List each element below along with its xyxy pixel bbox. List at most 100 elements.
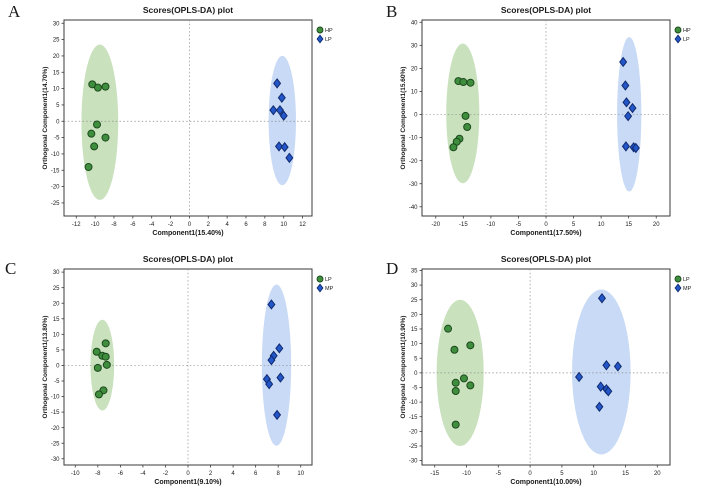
y-tick-label: -10 (51, 395, 60, 401)
y-tick-label: 0 (56, 364, 60, 370)
data-point-mp (596, 381, 605, 392)
y-tick-label: -15 (51, 410, 60, 416)
x-tick-label: -20 (431, 222, 440, 228)
data-point-lp (621, 141, 630, 152)
chart-title: Scores(OPLS-DA) plot (143, 5, 233, 15)
x-tick-label: -10 (91, 222, 100, 228)
data-point-hp (93, 83, 102, 92)
y-tick-label: 30 (411, 43, 418, 49)
data-point-hp (84, 163, 93, 171)
chart-title: Scores(OPLS-DA) plot (501, 254, 591, 264)
panel-label: C (5, 259, 17, 278)
y-axis-label: Orthogonal Component1(10.90%) (400, 316, 407, 419)
oplsda-plot-D: -15 -10 -5 0 5 10 15 20 35 30 25 20 15 10 5 0 -5 -10 -15 -2… (400, 254, 692, 486)
x-tick-label: -5 (496, 471, 502, 477)
data-point-lp (619, 56, 628, 68)
data-point-hp (466, 78, 475, 87)
panel-A: A -12 -10 -8 -6 -4 -2 0 2 4 6 8 10 12 30 25 20 15 10 5 0 -5-… (0, 0, 357, 250)
y-tick-label: -5 (54, 136, 60, 142)
data-point-lp (628, 102, 637, 114)
y-tick-label: 10 (411, 342, 418, 348)
x-tick-label: 6 (254, 471, 258, 477)
data-point-lp (631, 142, 640, 154)
data-point-mp (604, 386, 613, 397)
x-tick-label: 0 (186, 471, 190, 477)
x-tick-label: 5 (560, 471, 564, 477)
data-point-lp (451, 420, 460, 429)
panel-C: C -10 -8 -6 -4 -2 0 2 4 6 8 10 30 25 20 15 10 5 0 -5 -10 -15… (0, 249, 357, 499)
data-point-mp (273, 409, 282, 421)
x-tick-label: 0 (188, 222, 192, 228)
y-tick-label: 20 (411, 312, 418, 318)
legend-label-lp: LP (325, 277, 332, 283)
mp-cluster-ellipse (572, 289, 631, 455)
lp-cluster-ellipse (268, 55, 296, 186)
data-point-lp (451, 386, 460, 395)
y-tick-label: 5 (414, 356, 418, 362)
x-tick-label: 15 (625, 222, 632, 228)
x-tick-label: 10 (590, 471, 597, 477)
panel-label: D (386, 259, 399, 278)
x-tick-label: 10 (598, 222, 605, 228)
data-point-hp (461, 111, 470, 120)
y-tick-label: 30 (53, 270, 60, 276)
y-axis-label: Orthogonal Component1(14.70%) (42, 67, 49, 170)
data-point-lp (466, 341, 475, 350)
oplsda-plot-C: -10 -8 -6 -4 -2 0 2 4 6 8 10302520151050-5-10-15-2… (42, 254, 334, 486)
x-tick-label: 6 (244, 222, 248, 228)
x-tick-label: -10 (487, 222, 496, 228)
legend-label-mp: MP (325, 286, 334, 292)
data-point-lp (622, 97, 631, 108)
x-tick-label: -10 (462, 471, 471, 477)
legend-marker-lp-icon (674, 275, 682, 283)
x-tick-label: -12 (72, 222, 81, 228)
data-point-lp (94, 390, 103, 399)
data-point-lp (277, 92, 286, 103)
y-tick-label: 0 (414, 371, 418, 377)
data-point-hp (93, 120, 102, 129)
y-tick-label: -10 (409, 400, 418, 406)
y-axis-label: Orthogonal Component1(15.60%) (400, 67, 407, 170)
data-point-lp (459, 374, 468, 383)
data-point-mp (267, 354, 276, 366)
y-tick-label: -25 (51, 441, 60, 447)
x-tick-label: -15 (459, 222, 468, 228)
x-tick-label: -8 (95, 471, 101, 477)
y-tick-label: -40 (409, 205, 418, 211)
x-tick-label: -15 (430, 471, 439, 477)
y-tick-label: -30 (409, 459, 418, 465)
x-tick-label: -4 (149, 222, 155, 228)
y-tick-label: -20 (409, 429, 418, 435)
y-tick-label: -30 (51, 457, 60, 463)
legend-marker-hp-icon (674, 26, 682, 34)
y-tick-label: 25 (411, 298, 418, 304)
y-tick-label: 15 (411, 327, 418, 333)
y-tick-label: 5 (56, 103, 60, 109)
data-point-lp (269, 104, 278, 116)
legend-label-lp: LP (683, 277, 690, 283)
data-point-hp (449, 143, 458, 152)
x-axis-label: Component1(15.40%) (152, 230, 223, 237)
x-tick-label: -5 (516, 222, 522, 228)
y-tick-label: 20 (53, 54, 60, 60)
data-point-mp (597, 293, 606, 304)
x-axis-label: Component1(9.10%) (154, 479, 221, 486)
x-tick-label: 20 (654, 471, 661, 477)
panel-label: B (386, 2, 398, 21)
legend-label-mp: MP (683, 286, 692, 292)
y-tick-label: -20 (51, 185, 60, 191)
data-point-lp (92, 347, 101, 356)
data-point-mp (276, 372, 285, 383)
x-tick-label: -8 (111, 222, 117, 228)
y-tick-label: 0 (56, 119, 60, 125)
data-point-lp (93, 363, 102, 372)
data-point-hp (101, 133, 110, 142)
x-tick-label: 5 (572, 222, 576, 228)
y-tick-label: -25 (51, 201, 60, 207)
data-point-hp (463, 122, 472, 131)
x-tick-label: -6 (130, 222, 136, 228)
data-point-hp (87, 129, 96, 138)
data-point-hp (459, 78, 468, 87)
y-tick-label: -5 (412, 386, 418, 392)
data-point-hp (90, 142, 99, 151)
